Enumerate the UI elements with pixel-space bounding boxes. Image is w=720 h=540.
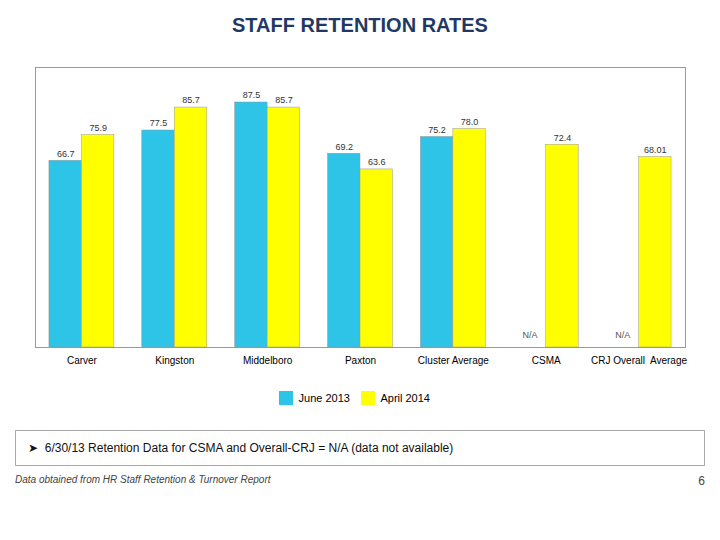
- html-text:Data obtained from HR Staff Re: Data obtained from HR Staff Retention & …: [15, 473, 271, 485]
- svg-text:66.7: 66.7: [57, 149, 75, 159]
- svg-text:69.2: 69.2: [335, 142, 353, 152]
- svg-text:CRJ Overall Average: CRJ Overall Average: [591, 355, 687, 366]
- svg-text:85.7: 85.7: [182, 95, 200, 105]
- svg-text:Middelboro: Middelboro: [243, 355, 293, 366]
- svg-text:85.7: 85.7: [275, 95, 293, 105]
- svg-text:63.6: 63.6: [368, 157, 386, 167]
- svg-text:Paxton: Paxton: [345, 355, 376, 366]
- svg-text:78.0: 78.0: [461, 117, 479, 127]
- svg-text:Carver: Carver: [67, 355, 98, 366]
- html-text:April 2014: April 2014: [380, 391, 430, 404]
- svg-text:Cluster Average: Cluster Average: [418, 355, 489, 366]
- svg-text:Kingston: Kingston: [155, 355, 194, 366]
- svg-text:77.5: 77.5: [150, 118, 168, 128]
- svg-text:75.2: 75.2: [428, 125, 446, 135]
- svg-text:68.01: 68.01: [644, 145, 667, 155]
- html-text:June 2013: June 2013: [298, 391, 350, 404]
- html-text:➤ 6/30/13 Retention Data for C: ➤ 6/30/13 Retention Data for CSMA and Ov…: [28, 440, 454, 455]
- svg-text:N/A: N/A: [615, 330, 630, 340]
- svg-text:87.5: 87.5: [243, 90, 261, 100]
- html-text:STAFF RETENTION RATES: STAFF RETENTION RATES: [232, 14, 488, 36]
- svg-text:CSMA: CSMA: [532, 355, 561, 366]
- html-text:6: 6: [698, 473, 705, 488]
- svg-text:75.9: 75.9: [89, 123, 107, 133]
- svg-text:N/A: N/A: [522, 330, 537, 340]
- svg-text:72.4: 72.4: [554, 133, 572, 143]
